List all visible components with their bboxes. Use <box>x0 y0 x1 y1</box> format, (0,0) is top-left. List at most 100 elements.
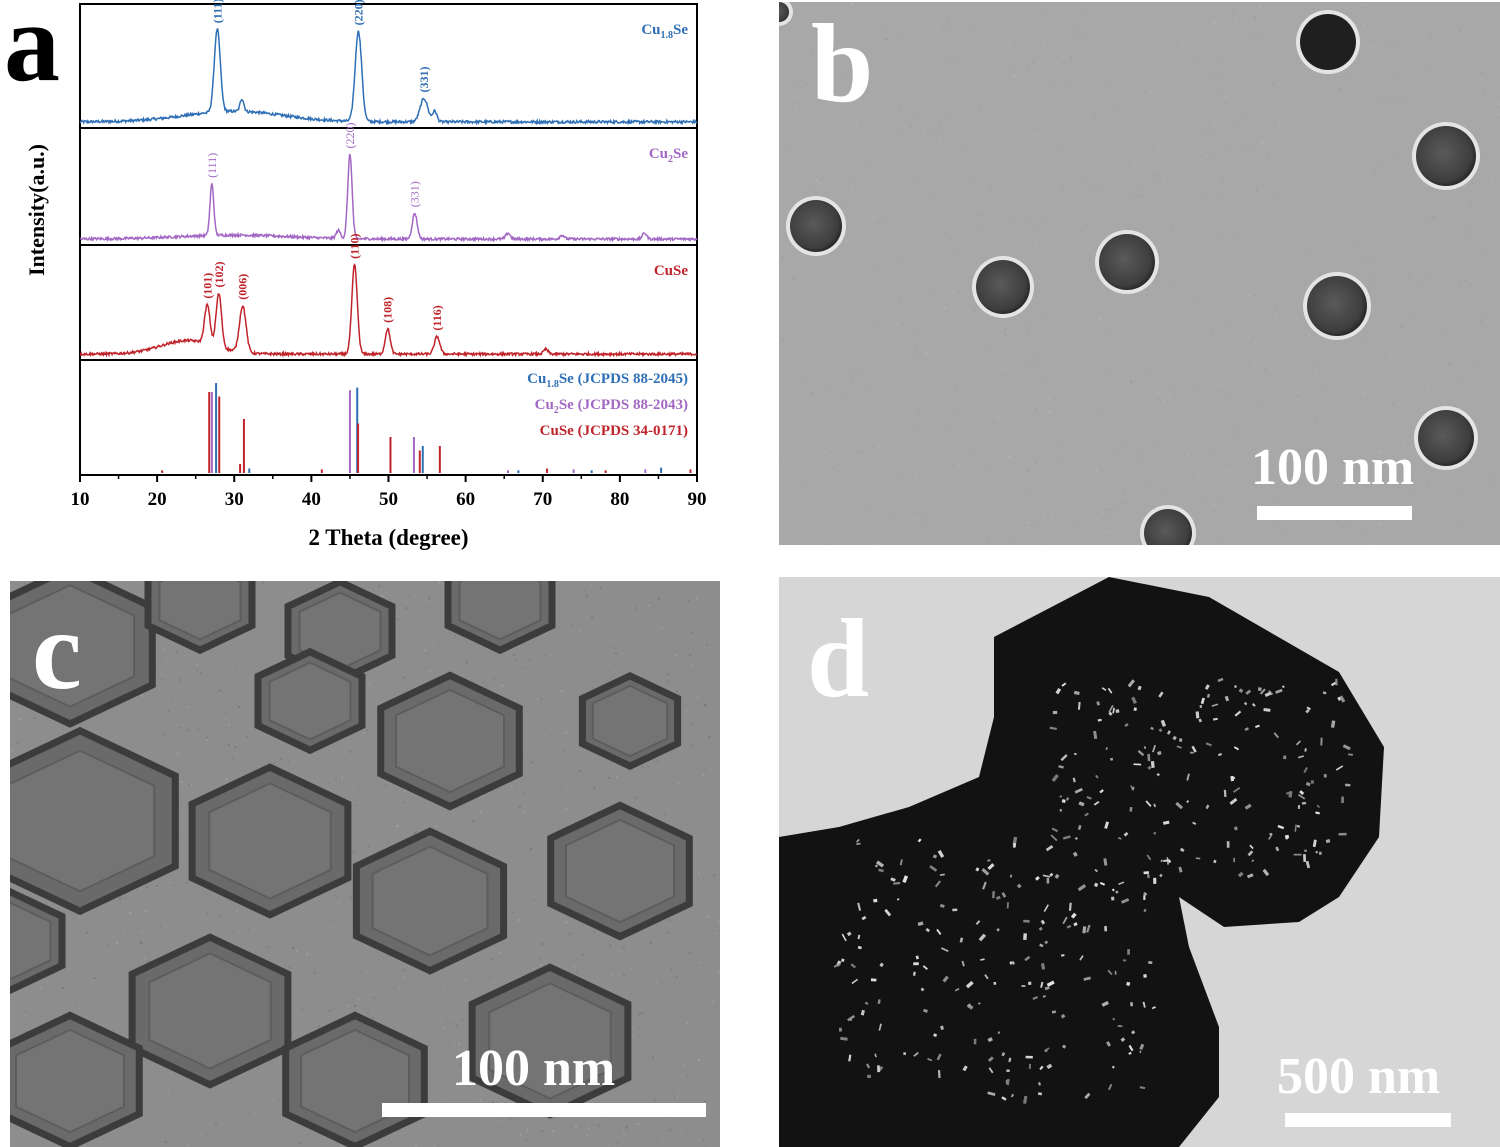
noise <box>712 855 715 858</box>
noise <box>1209 59 1212 62</box>
noise <box>387 841 390 844</box>
noise <box>212 914 215 917</box>
noise <box>1173 286 1176 289</box>
noise <box>1024 405 1027 408</box>
noise <box>1338 88 1341 91</box>
noise <box>119 897 122 900</box>
pore-texture <box>1234 685 1237 688</box>
noise <box>329 919 332 922</box>
noise <box>1463 362 1466 365</box>
noise <box>1469 284 1472 287</box>
noise <box>1025 203 1028 206</box>
noise <box>371 844 374 847</box>
noise <box>655 981 658 984</box>
noise <box>1276 524 1279 527</box>
noise <box>1219 2 1222 5</box>
noise <box>1299 471 1302 474</box>
noise <box>870 488 873 491</box>
noise <box>677 782 680 785</box>
noise <box>1180 322 1183 325</box>
noise <box>661 967 664 970</box>
pore-texture <box>1179 847 1185 853</box>
pore-texture <box>925 927 931 933</box>
noise <box>622 598 625 601</box>
noise <box>1226 143 1229 146</box>
noise <box>1181 422 1184 425</box>
noise <box>1428 210 1431 213</box>
noise <box>151 1093 154 1096</box>
pore-texture <box>1337 696 1341 701</box>
noise <box>1001 506 1004 509</box>
noise <box>1106 370 1109 373</box>
pore-texture <box>1042 995 1046 998</box>
noise <box>796 536 799 539</box>
noise <box>477 1087 480 1090</box>
noise <box>1425 345 1428 348</box>
nanoplate-inner <box>148 952 272 1070</box>
noise <box>1143 114 1146 117</box>
noise <box>265 662 268 665</box>
noise <box>668 1129 671 1132</box>
pore-texture <box>1112 707 1115 714</box>
noise <box>1232 214 1235 217</box>
noise <box>1324 478 1327 481</box>
noise <box>1025 324 1028 327</box>
pore-texture <box>975 920 981 926</box>
noise <box>846 177 849 180</box>
noise <box>635 607 638 610</box>
pore-texture <box>1143 895 1146 900</box>
noise <box>954 128 957 131</box>
xrd-chart: (111) (220)(331)Cu1.8Se(111)(220)(331)Cu2… <box>4 0 707 550</box>
noise <box>1213 124 1216 127</box>
noise <box>519 788 522 791</box>
pore-texture <box>1137 685 1142 691</box>
noise <box>455 1027 458 1030</box>
noise <box>786 251 789 254</box>
noise <box>201 734 204 737</box>
noise <box>1464 207 1467 210</box>
noise <box>1483 108 1486 111</box>
noise <box>716 898 719 901</box>
pore-texture <box>961 960 965 967</box>
noise <box>1266 174 1269 177</box>
noise <box>273 762 276 765</box>
nanoplate-inner <box>10 749 156 893</box>
noise <box>1072 115 1075 118</box>
noise <box>1123 492 1126 495</box>
noise <box>367 1011 370 1014</box>
noise <box>1113 514 1116 517</box>
noise <box>1063 375 1066 378</box>
noise <box>376 846 379 849</box>
pore-texture <box>1058 765 1064 769</box>
noise <box>1140 195 1143 198</box>
noise <box>1436 93 1439 96</box>
noise <box>1370 256 1373 259</box>
noise <box>805 82 808 85</box>
pore-texture <box>1348 753 1353 756</box>
noise <box>1143 485 1146 488</box>
noise <box>466 1085 469 1088</box>
noise <box>181 724 184 727</box>
noise <box>1197 334 1200 337</box>
noise <box>839 393 842 396</box>
noise <box>697 871 700 874</box>
noise <box>1035 230 1038 233</box>
noise <box>373 996 376 999</box>
noise <box>371 773 374 776</box>
noise <box>536 698 539 701</box>
pore-texture <box>1114 970 1117 975</box>
noise <box>442 1027 445 1030</box>
noise <box>1403 443 1406 446</box>
noise <box>381 665 384 668</box>
noise <box>933 160 936 163</box>
peak-label: (111) <box>210 0 224 23</box>
noise <box>475 1089 478 1092</box>
noise <box>175 651 178 654</box>
pore-texture <box>879 962 884 968</box>
noise <box>543 672 546 675</box>
noise <box>924 101 927 104</box>
noise <box>249 1122 252 1125</box>
noise <box>968 108 971 111</box>
noise <box>40 987 43 990</box>
pore-texture <box>1318 851 1322 856</box>
